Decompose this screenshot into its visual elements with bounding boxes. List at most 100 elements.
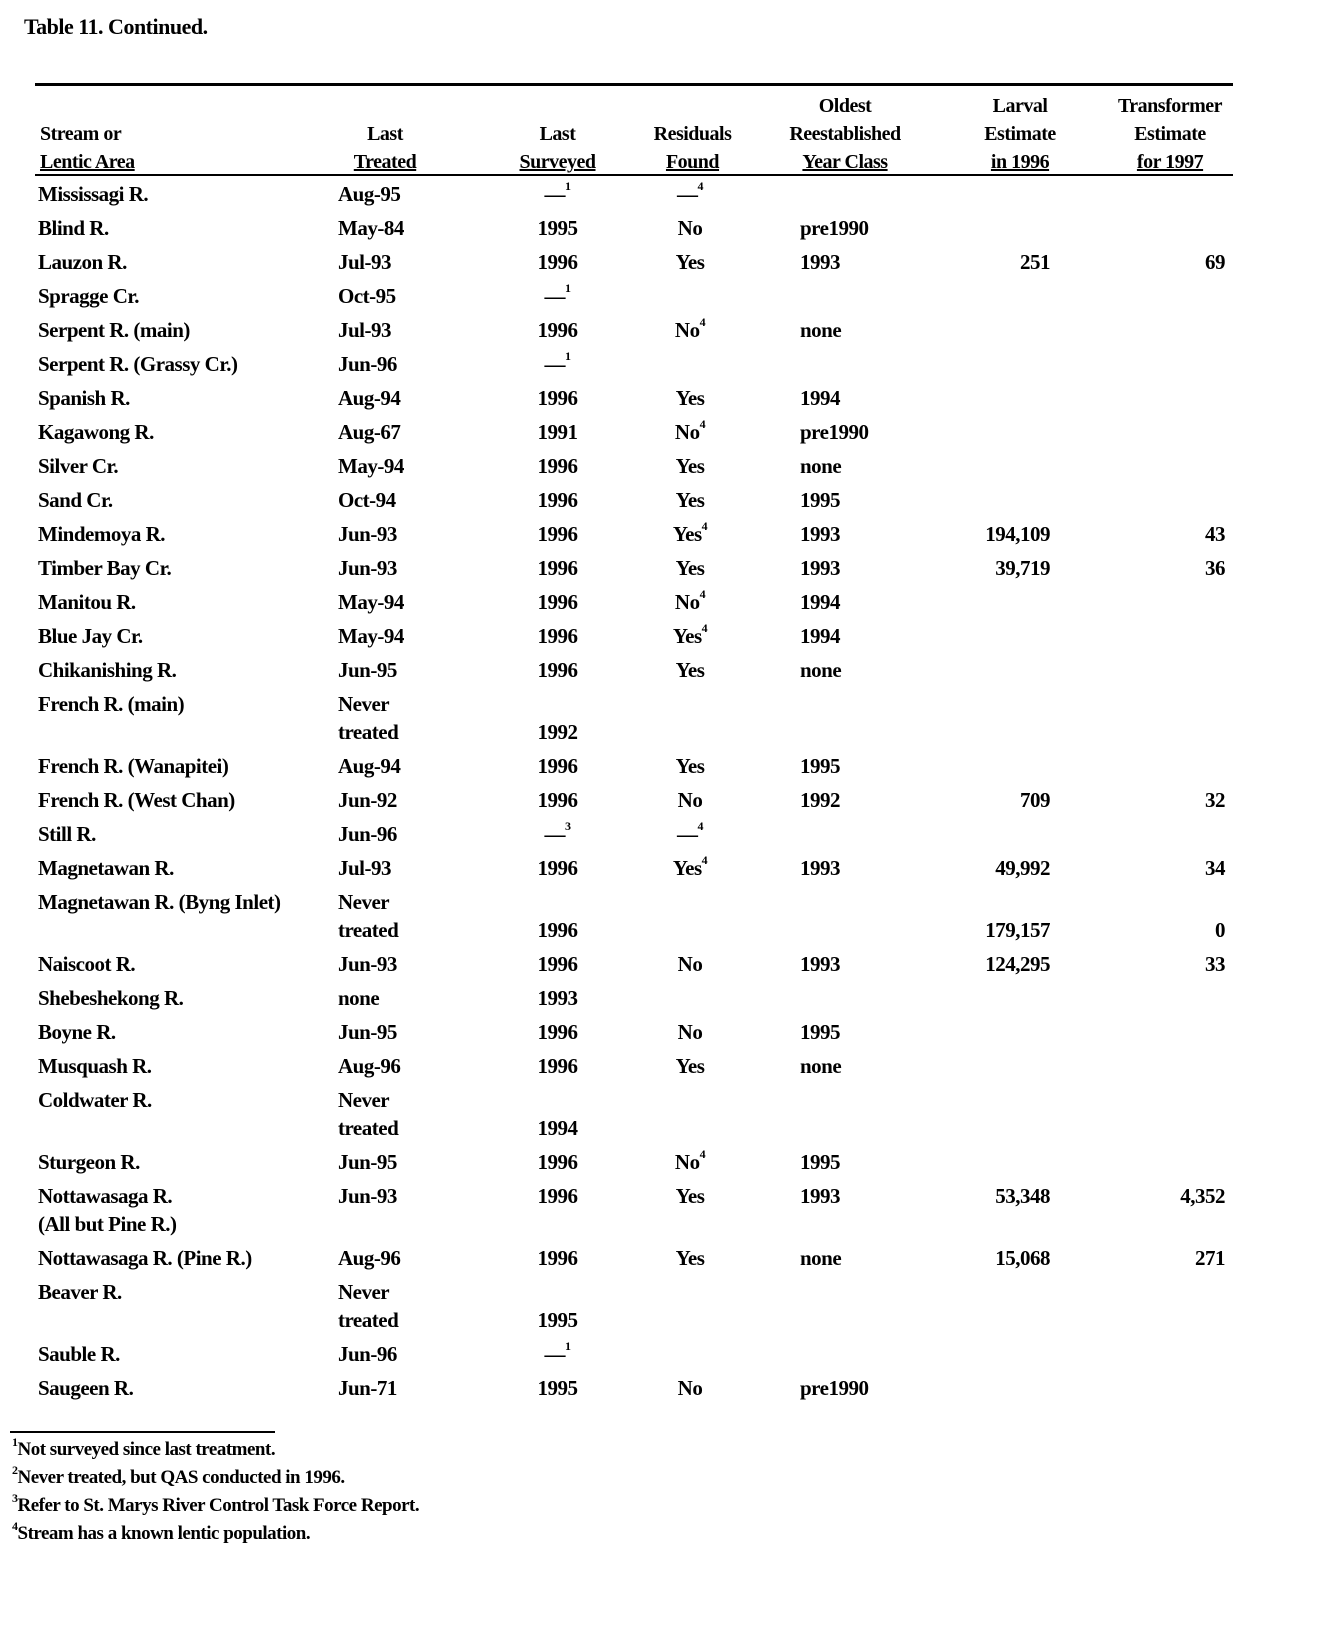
stream-name-line: Shebeshekong R. [38, 986, 184, 1010]
footnote-mark: 4 [701, 621, 708, 635]
table-row: Silver Cr. May-94 1996 Yes none [0, 452, 1320, 486]
table-row: Sturgeon R. Jun-95 1996 No4 1995 [0, 1148, 1320, 1182]
transformer-estimate: 69 [1205, 250, 1226, 274]
last-surveyed: 1995 [537, 216, 579, 240]
residuals-found: Yes [675, 250, 705, 274]
oldest-year-class: none [800, 1246, 842, 1270]
residuals-found: Yes [675, 556, 705, 580]
last-treated-line: Jun-93 [338, 556, 397, 580]
residuals-found: Yes [675, 1246, 705, 1270]
residuals-found: Yes4 [672, 621, 708, 648]
last-treated: Aug-96 [338, 1052, 401, 1080]
table-row: Still R. Jun-96 —3 —4 [0, 820, 1320, 854]
stream-name: French R. (Wanapitei) [38, 752, 229, 780]
footnotes: 1Not surveyed since last treatment. 2Neve… [12, 1436, 420, 1548]
footnote-text: Refer to St. Marys River Control Task Fo… [17, 1495, 420, 1516]
last-treated-line: Aug-95 [338, 182, 401, 206]
stream-name-line: Timber Bay Cr. [38, 556, 172, 580]
table-row: French R. (main) Never treated 1992 [0, 690, 1320, 752]
last-treated: Jun-71 [338, 1374, 397, 1402]
stream-name: Sand Cr. [38, 486, 113, 514]
stream-name: Spragge Cr. [38, 282, 140, 310]
larval-estimate: 251 [1020, 250, 1051, 274]
residuals-found: Yes [675, 658, 705, 682]
stream-name-line: Chikanishing R. [38, 658, 177, 682]
last-treated-line: Aug-96 [338, 1246, 401, 1270]
last-surveyed: 1996 [537, 918, 579, 942]
last-treated-line: Jun-93 [338, 522, 397, 546]
oldest-year-class: 1993 [800, 522, 841, 546]
last-treated-line: Jun-96 [338, 352, 397, 376]
footnote-mark: 4 [699, 1147, 706, 1161]
last-treated-line: Jun-93 [338, 952, 397, 976]
footnote-rule [10, 1431, 275, 1433]
column-header-line: Treated [353, 151, 417, 173]
table-row: Musquash R. Aug-96 1996 Yes none [0, 1052, 1320, 1086]
stream-name: Saugeen R. [38, 1374, 134, 1402]
stream-name: French R. (main) [38, 690, 185, 718]
table-row: Manitou R. May-94 1996 No4 1994 [0, 588, 1320, 622]
last-surveyed: 1996 [537, 250, 579, 274]
last-surveyed: 1996 [537, 386, 579, 410]
last-treated-line: Never [338, 890, 390, 914]
oldest-year-class: 1995 [800, 754, 841, 778]
footnote-mark: 4 [699, 587, 706, 601]
stream-name-line: French R. (West Chan) [38, 788, 235, 812]
residuals-found: No4 [674, 587, 706, 614]
residuals-found: —4 [677, 179, 703, 206]
stream-name: Serpent R. (Grassy Cr.) [38, 350, 238, 378]
stream-name-line: Sauble R. [38, 1342, 120, 1366]
last-treated: Never treated [338, 1278, 399, 1334]
footnote: 1Not surveyed since last treatment. [12, 1436, 419, 1464]
oldest-year-class: 1993 [800, 556, 841, 580]
last-treated-line: Jun-96 [338, 1342, 397, 1366]
last-treated-line: Jul-93 [338, 318, 392, 342]
last-treated-line: Jun-92 [338, 788, 397, 812]
transformer-estimate: 271 [1195, 1246, 1226, 1270]
larval-estimate: 194,109 [985, 522, 1050, 546]
stream-name: Manitou R. [38, 588, 136, 616]
last-treated-line: treated [338, 1116, 399, 1140]
transformer-estimate: 36 [1205, 556, 1226, 580]
table-row: Coldwater R. Never treated 1994 [0, 1086, 1320, 1148]
last-treated: Oct-94 [338, 486, 396, 514]
larval-estimate: 709 [1020, 788, 1051, 812]
last-treated: Jun-95 [338, 1148, 397, 1176]
stream-name-line: French R. (main) [38, 692, 185, 716]
oldest-year-class: pre1990 [800, 216, 869, 240]
footnote-mark: 4 [699, 417, 706, 431]
last-treated: Jun-95 [338, 656, 397, 684]
last-treated-line: treated [338, 918, 399, 942]
table-row: Naiscoot R. Jun-93 1996 No 1993 124,295 33 [0, 950, 1320, 984]
column-header-line: Residuals [653, 123, 732, 145]
last-treated: none [338, 984, 380, 1012]
footnote-mark: 3 [12, 1491, 18, 1505]
last-treated-line: Jun-71 [338, 1376, 397, 1400]
last-treated: Jun-93 [338, 1182, 397, 1210]
stream-name: Sauble R. [38, 1340, 120, 1368]
last-treated: Aug-94 [338, 752, 401, 780]
last-treated: Aug-94 [338, 384, 401, 412]
column-header-line: Stream or [40, 123, 122, 145]
stream-name: Boyne R. [38, 1018, 116, 1046]
last-surveyed: 1996 [537, 556, 579, 580]
column-header-line: in 1996 [990, 151, 1050, 173]
last-treated: Oct-95 [338, 282, 396, 310]
last-treated: Jun-92 [338, 786, 397, 814]
last-surveyed: 1995 [537, 1376, 579, 1400]
last-surveyed: 1996 [537, 754, 579, 778]
stream-name: Timber Bay Cr. [38, 554, 172, 582]
stream-name-line: Blue Jay Cr. [38, 624, 143, 648]
last-treated: Jun-96 [338, 350, 397, 378]
residuals-found: Yes [675, 488, 705, 512]
footnote-mark: 4 [699, 315, 706, 329]
column-header-line: Oldest [818, 95, 872, 117]
footnote-text: Never treated, but QAS conducted in 1996… [17, 1467, 346, 1488]
stream-name: Spanish R. [38, 384, 130, 412]
last-surveyed: 1996 [537, 788, 579, 812]
residuals-found: Yes [675, 386, 705, 410]
stream-name-line: Blind R. [38, 216, 109, 240]
last-treated: Jul-93 [338, 316, 392, 344]
last-treated: Never treated [338, 888, 399, 944]
transformer-estimate: 34 [1205, 856, 1226, 880]
